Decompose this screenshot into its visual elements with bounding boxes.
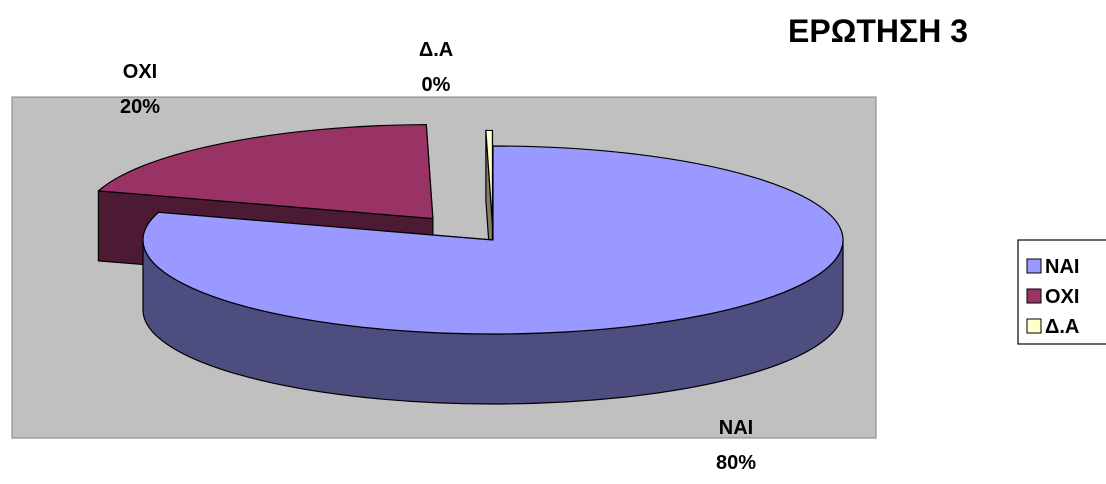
legend-label-oxi: ΟΧΙ [1045,286,1079,308]
legend-swatch-da [1026,318,1042,334]
pie-slice-top-nai [142,145,844,335]
data-label-da-name: Δ.Α [419,39,453,61]
legend-label-da: Δ.Α [1045,316,1079,338]
legend-swatch-oxi [1026,288,1042,304]
pie-slice-nai [142,145,844,405]
data-label-nai-value: 80% [716,452,756,474]
pie-slice-top-da [485,129,494,226]
data-label-da-value: 0% [422,74,451,96]
legend-swatch-nai [1026,258,1042,274]
data-label-oxi-name: ΟΧΙ [123,61,157,83]
legend: ΝΑΙ ΟΧΙ Δ.Α [1017,239,1106,345]
data-label-nai-name: ΝΑΙ [719,417,753,439]
pie-slice-top-oxi [97,123,434,220]
legend-label-nai: ΝΑΙ [1045,256,1079,278]
data-label-oxi-value: 20% [120,96,160,118]
chart-title: ΕΡΩΤΗΣΗ 3 [788,13,968,49]
